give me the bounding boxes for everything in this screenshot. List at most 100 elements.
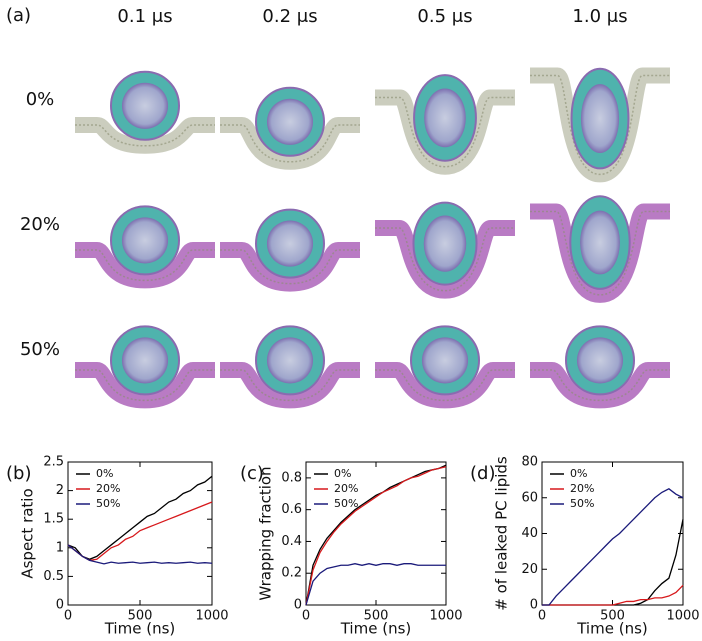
y-tick-label: 0.2 (281, 566, 302, 581)
vesicle-core (580, 210, 620, 275)
y-axis-label: Wrapping fraction (257, 466, 275, 600)
legend-label: 20% (334, 482, 358, 495)
snapshot (75, 70, 215, 154)
y-tick-label: 2.5 (43, 455, 64, 470)
membrane-edge (375, 227, 515, 292)
column-label: 0.5 μs (417, 6, 472, 27)
snapshot (375, 74, 515, 175)
series-line (305, 466, 447, 606)
snapshot (75, 325, 215, 409)
series-line (542, 584, 684, 606)
x-tick-label: 0 (302, 609, 310, 624)
y-tick-label: 0.4 (281, 534, 302, 549)
y-axis-label: Aspect ratio (19, 488, 37, 578)
legend-label: 50% (96, 497, 120, 510)
vesicle-core (576, 337, 624, 384)
series-line (542, 488, 684, 606)
snapshot (530, 195, 670, 303)
legend-label: 50% (570, 497, 594, 510)
x-tick-label: 0 (538, 609, 546, 624)
snapshot (375, 201, 515, 299)
y-tick-label: 0.6 (281, 502, 302, 517)
line-chart: (c) 0 0.2 0.4 0.6 0.8 0 500 1000 Time (ns) Wrappin… (240, 461, 463, 638)
series-line (67, 501, 213, 562)
snapshot (220, 325, 360, 409)
membrane-edge (220, 249, 360, 285)
y-tick-label: 0 (294, 598, 302, 613)
x-axis-label: Time (ns) (576, 620, 648, 638)
series-line (305, 464, 447, 606)
row-label: 20% (20, 214, 60, 235)
series-line (67, 475, 213, 560)
snapshots (75, 67, 670, 409)
snapshot (530, 325, 670, 409)
membrane-edge (75, 249, 215, 282)
y-tick-label: 0 (530, 598, 538, 613)
membrane-edge (530, 369, 670, 402)
column-label: 1.0 μs (572, 6, 627, 27)
x-tick-label: 500 (600, 609, 625, 624)
legend-label: 0% (334, 467, 351, 480)
snapshot (220, 208, 360, 292)
membrane-edge (530, 74, 670, 176)
x-tick-label: 0 (64, 609, 72, 624)
legend-label: 0% (570, 467, 587, 480)
y-tick-label: 60 (521, 490, 538, 505)
y-tick-label: 0.5 (43, 569, 64, 584)
membrane (220, 117, 360, 170)
snapshot (375, 325, 515, 409)
line-chart: (d) 0 20 40 60 80 0 500 1000 Time (ns) # of leaked… (470, 455, 700, 638)
vesicle-core (121, 82, 169, 129)
series-line (305, 563, 446, 606)
membrane-edge (375, 96, 515, 168)
membrane-edge (375, 369, 515, 402)
vesicle-core (424, 88, 466, 148)
x-tick-label: 500 (364, 609, 389, 624)
snapshot (75, 205, 215, 289)
x-tick-label: 1000 (429, 609, 462, 624)
snapshot (530, 67, 670, 183)
snapshot (220, 86, 360, 170)
x-tick-label: 1000 (666, 609, 699, 624)
y-tick-label: 20 (521, 562, 538, 577)
panel-label: (b) (6, 463, 31, 484)
panel-label: (a) (6, 5, 31, 26)
series-line (542, 519, 684, 606)
column-label: 0.2 μs (262, 6, 317, 27)
y-tick-label: 40 (521, 526, 538, 541)
y-tick-label: 80 (521, 455, 538, 470)
legend-label: 50% (334, 497, 358, 510)
membrane-edge (75, 124, 215, 147)
row-label: 50% (20, 339, 60, 360)
membrane-edge (75, 369, 215, 402)
plot-frame (305, 461, 447, 606)
vesicle-core (421, 337, 469, 384)
vesicle-core (121, 337, 169, 384)
y-tick-label: 0 (56, 598, 64, 613)
membrane-edge (530, 210, 670, 296)
x-tick-label: 1000 (195, 609, 228, 624)
x-axis-label: Time (ns) (104, 620, 176, 638)
panel-label: (d) (470, 463, 495, 484)
legend-label: 20% (570, 482, 594, 495)
y-tick-label: 1 (56, 540, 64, 555)
line-chart: (b) 0 0.5 1 1.5 2 2.5 0 500 1000 Time (ns) Aspect r… (6, 455, 229, 638)
legend-label: 0% (96, 467, 113, 480)
y-tick-label: 2 (56, 483, 64, 498)
plot-frame (67, 461, 213, 606)
panel-label: (c) (240, 463, 264, 484)
vesicle-core (423, 215, 467, 272)
vesicle-core (266, 337, 314, 384)
vesicle-core (266, 98, 314, 145)
vesicle-core (266, 220, 314, 267)
y-tick-label: 0.8 (281, 470, 302, 485)
y-tick-label: 1.5 (43, 512, 64, 527)
legend-label: 20% (96, 482, 120, 495)
x-tick-label: 500 (128, 609, 153, 624)
row-label: 0% (26, 89, 55, 110)
vesicle-core (580, 84, 620, 154)
x-axis-label: Time (ns) (340, 620, 412, 638)
membrane-edge (220, 369, 360, 402)
column-label: 0.1 μs (117, 6, 172, 27)
